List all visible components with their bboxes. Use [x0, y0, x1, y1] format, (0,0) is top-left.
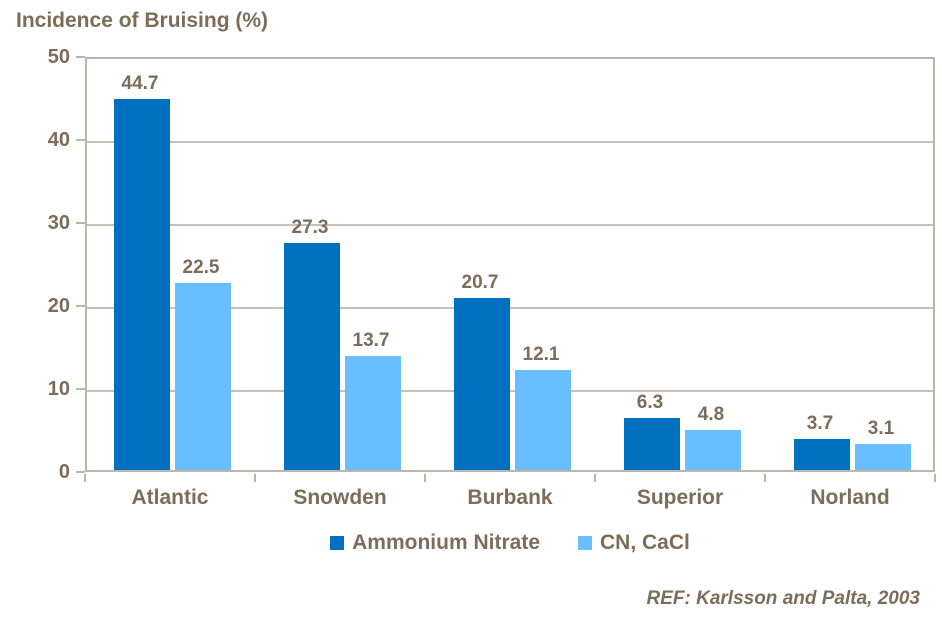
y-axis-tick [76, 139, 85, 141]
legend-label: CN, CaCl [600, 531, 690, 554]
legend: Ammonium Nitrate CN, CaCl [85, 531, 935, 555]
bar-atlantic-series1 [114, 99, 170, 470]
bar-value-label: 4.8 [697, 404, 725, 426]
bar-value-label: 3.7 [806, 413, 834, 435]
y-axis-tick-label: 50 [47, 46, 70, 68]
legend-item-ammonium-nitrate: Ammonium Nitrate [330, 531, 540, 555]
bar-value-label: 20.7 [461, 272, 499, 294]
x-axis-tick [254, 474, 256, 482]
bar-value-label: 27.3 [291, 217, 329, 239]
x-axis-tick [934, 474, 936, 482]
y-axis-tick [76, 222, 85, 224]
x-axis-category-label: Superior [636, 486, 724, 509]
y-axis-tick-label: 40 [47, 129, 70, 151]
gridline [87, 141, 933, 143]
y-axis-tick-label: 30 [47, 212, 70, 234]
bar-snowden-series1 [284, 243, 340, 470]
chart-title: Incidence of Bruising (%) [16, 9, 269, 32]
series2-swatch-icon [578, 536, 592, 550]
bar-value-label: 44.7 [121, 72, 159, 94]
gridline [87, 307, 933, 309]
bar-burbank-series1 [454, 298, 510, 470]
y-axis-tick-label: 10 [47, 378, 70, 400]
plot-area [85, 57, 935, 472]
y-axis-tick [76, 56, 85, 58]
bar-value-label: 12.1 [522, 343, 560, 365]
x-axis-tick [764, 474, 766, 482]
gridline [87, 390, 933, 392]
x-axis-tick [424, 474, 426, 482]
bar-value-label: 13.7 [352, 330, 390, 352]
bar-atlantic-series2 [175, 283, 231, 470]
y-axis-tick-label: 0 [58, 461, 70, 483]
reference-note: REF: Karlsson and Palta, 2003 [646, 588, 921, 609]
x-axis-tick [594, 474, 596, 482]
bar-norland-series2 [855, 444, 911, 470]
x-axis-category-label: Snowden [293, 486, 387, 509]
y-axis-tick [76, 388, 85, 390]
series1-swatch-icon [330, 536, 345, 550]
bar-superior-series1 [624, 417, 680, 470]
bar-value-label: 6.3 [636, 391, 664, 413]
y-axis-tick-label: 20 [47, 295, 70, 317]
x-axis-category-label: Norland [810, 486, 890, 509]
bar-value-label: 22.5 [182, 257, 220, 279]
bar-norland-series1 [794, 439, 850, 470]
gridline [87, 224, 933, 226]
x-axis-tick [84, 474, 86, 482]
x-axis-category-label: Atlantic [131, 486, 209, 509]
bar-burbank-series2 [515, 369, 571, 470]
legend-label: Ammonium Nitrate [352, 531, 540, 554]
legend-item-cn-cacl: CN, CaCl [578, 531, 690, 555]
y-axis-tick [76, 471, 85, 473]
bar-value-label: 3.1 [867, 418, 895, 440]
y-axis-tick [76, 305, 85, 307]
bar-superior-series2 [685, 430, 741, 470]
bar-snowden-series2 [345, 356, 401, 470]
x-axis-category-label: Burbank [467, 486, 553, 509]
